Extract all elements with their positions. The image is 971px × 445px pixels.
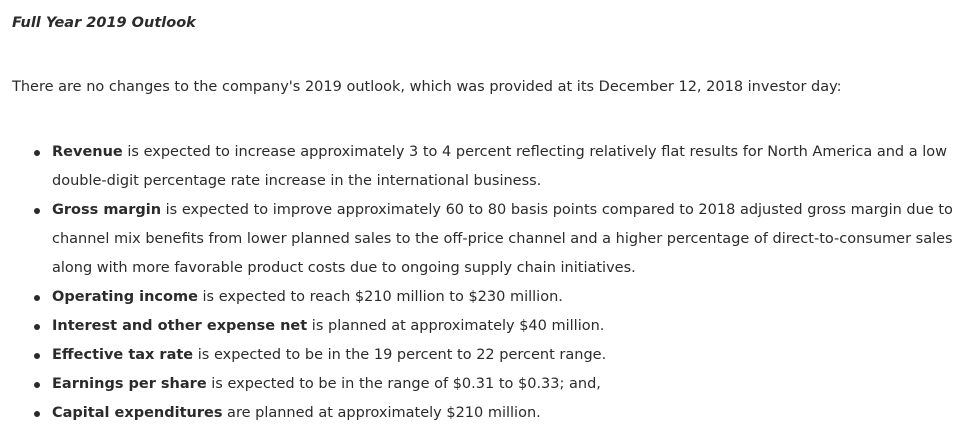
- list-item-gross-margin: Gross margin is expected to improve appr…: [12, 196, 962, 283]
- item-text: are planned at approximately $210 millio…: [222, 405, 541, 421]
- bullet-icon: [34, 295, 40, 301]
- item-text: is expected to increase approximately 3 …: [52, 144, 947, 189]
- item-text: is expected to reach $210 million to $23…: [197, 289, 563, 305]
- item-term: Capital expenditures: [52, 405, 223, 421]
- list-item-interest-expense: Interest and other expense net is planne…: [12, 312, 962, 341]
- bullet-icon: [34, 324, 40, 330]
- list-item-revenue: Revenue is expected to increase approxim…: [12, 138, 962, 196]
- bullet-icon: [34, 382, 40, 388]
- item-text: is expected to improve approximately 60 …: [52, 202, 953, 276]
- item-term: Gross margin: [52, 202, 162, 218]
- list-item-tax-rate: Effective tax rate is expected to be in …: [12, 341, 962, 370]
- item-text: is expected to be in the range of $0.31 …: [206, 376, 601, 392]
- intro-paragraph: There are no changes to the company's 20…: [12, 79, 842, 95]
- section-heading: Full Year 2019 Outlook: [12, 15, 196, 31]
- item-term: Operating income: [52, 289, 198, 305]
- list-item-operating-income: Operating income is expected to reach $2…: [12, 283, 962, 312]
- item-term: Revenue: [52, 144, 123, 160]
- item-term: Interest and other expense net: [52, 318, 308, 334]
- item-text: is expected to be in the 19 percent to 2…: [193, 347, 607, 363]
- bullet-icon: [34, 208, 40, 214]
- item-text: is planned at approximately $40 million.: [307, 318, 605, 334]
- bullet-icon: [34, 353, 40, 359]
- item-term: Earnings per share: [52, 376, 207, 392]
- list-item-capex: Capital expenditures are planned at appr…: [12, 399, 962, 428]
- list-item-eps: Earnings per share is expected to be in …: [12, 370, 962, 399]
- bullet-icon: [34, 150, 40, 156]
- bullet-icon: [34, 411, 40, 417]
- outlook-list: Revenue is expected to increase approxim…: [12, 138, 962, 428]
- item-term: Effective tax rate: [52, 347, 194, 363]
